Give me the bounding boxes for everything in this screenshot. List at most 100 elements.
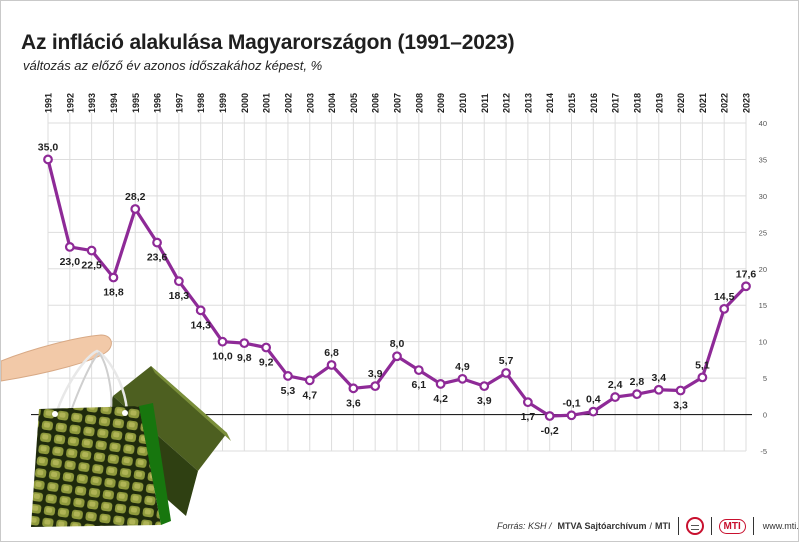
data-point	[566, 410, 577, 421]
data-point	[544, 411, 555, 421]
data-label: 28,2	[125, 191, 146, 203]
x-tick-label: 2023	[742, 93, 752, 113]
x-tick-label: 1998	[196, 93, 206, 113]
x-tick-label: 1996	[153, 93, 163, 113]
x-tick-label: 1999	[218, 93, 228, 113]
chart-title: Az infláció alakulása Magyarországon (19…	[21, 31, 515, 54]
data-label: 4,9	[455, 361, 470, 373]
x-tick-label: 2011	[480, 93, 490, 113]
x-tick-label: 2014	[545, 93, 555, 113]
data-label: 2,4	[608, 379, 623, 391]
data-point	[675, 385, 686, 396]
data-point	[173, 276, 184, 287]
mti-logo-icon: MTI	[718, 518, 746, 534]
data-label: 5,7	[499, 355, 514, 367]
data-point	[457, 373, 468, 384]
data-label: 3,9	[368, 368, 383, 380]
data-point	[479, 381, 490, 392]
data-labels: 35,0 23,0 22,5 18,8 28,2 23,6 18,3 14,3 10,0 9,8 9…	[38, 141, 757, 437]
bag-handle	[70, 351, 113, 412]
data-point	[261, 342, 272, 353]
data-point	[501, 368, 511, 378]
data-point	[413, 365, 424, 375]
back-bag-panel	[113, 366, 227, 471]
x-tick-label: 1997	[174, 93, 184, 113]
data-point	[239, 338, 250, 349]
hand	[1, 334, 112, 382]
y-tick-label: 15	[759, 301, 767, 310]
x-tick-label: 2008	[414, 93, 424, 113]
data-label: -0,1	[562, 397, 580, 409]
divider	[710, 517, 712, 535]
data-point	[152, 237, 162, 248]
data-point	[130, 204, 141, 214]
data-label: 18,8	[103, 287, 124, 299]
data-point	[610, 392, 621, 402]
data-label: 22,5	[81, 260, 102, 272]
data-point	[632, 389, 642, 400]
data-point	[392, 351, 402, 362]
data-label: 14,5	[714, 291, 735, 303]
back-bag-rim	[151, 366, 231, 441]
footer: Forrás: KSH / MTVA Sajtóarchívum / MTI M…	[497, 515, 799, 537]
data-label: 3,9	[477, 395, 492, 407]
data-point	[588, 406, 599, 417]
grid	[31, 113, 752, 452]
x-tick-label: 2001	[262, 93, 272, 113]
chart-subtitle: változás az előző év azonos időszakához …	[23, 58, 323, 73]
data-label: 5,3	[281, 385, 296, 397]
y-tick-label: 40	[759, 119, 767, 128]
data-label: 17,6	[736, 268, 757, 280]
x-tick-label: 2022	[720, 93, 730, 113]
data-point	[326, 360, 337, 370]
front-bag	[31, 406, 161, 527]
data-point	[283, 371, 293, 381]
data-point	[64, 242, 75, 252]
x-tick-label: 1993	[87, 93, 97, 113]
data-label: 6,8	[324, 347, 339, 359]
archive-name: MTVA Sajtóarchívum	[557, 521, 647, 531]
x-tick-label: 2018	[632, 93, 642, 113]
bag-rivet	[52, 411, 58, 417]
data-label: 18,3	[169, 290, 190, 302]
website-link[interactable]: www.mti.hu	[762, 521, 799, 531]
x-tick-label: 2003	[305, 93, 315, 113]
data-label: 5,1	[695, 359, 710, 371]
data-point	[86, 245, 97, 256]
y-tick-label: 0	[763, 411, 767, 420]
data-point	[217, 336, 228, 347]
y-tick-label: 5	[763, 374, 767, 383]
x-axis: 1991 1992 1993 1994 1995 1996 1997 1998 1999 2000…	[44, 93, 752, 113]
x-tick-label: 1991	[44, 93, 54, 113]
data-label: 23,0	[60, 256, 81, 268]
data-label: 6,1	[412, 379, 427, 391]
data-point	[719, 303, 730, 314]
shopping-bags-illustration	[1, 334, 231, 527]
data-point	[43, 154, 53, 165]
data-label: 9,2	[259, 356, 274, 368]
data-label: 3,4	[651, 372, 666, 384]
data-label: 4,7	[302, 389, 317, 401]
x-tick-label: 2016	[589, 93, 599, 113]
data-label: 3,6	[346, 397, 361, 409]
y-tick-label: 30	[759, 192, 767, 201]
data-point	[653, 384, 664, 395]
data-label: 10,0	[212, 351, 233, 363]
data-points	[43, 154, 751, 421]
data-label: 23,6	[147, 252, 168, 264]
x-tick-label: 2000	[240, 93, 250, 113]
data-label: 8,0	[390, 338, 405, 350]
y-axis: -5 0 5 10 15 20 25 30 35 40	[759, 119, 767, 456]
x-tick-label: 1994	[109, 93, 119, 113]
agency-name: MTI	[655, 521, 671, 531]
data-label: 4,2	[433, 393, 448, 405]
data-label: 3,3	[673, 400, 688, 412]
x-tick-label: 1995	[131, 93, 141, 113]
x-tick-label: 1992	[65, 93, 75, 113]
divider	[677, 517, 679, 535]
data-point	[741, 281, 751, 292]
front-bag-side	[139, 403, 171, 525]
data-point	[697, 372, 708, 383]
